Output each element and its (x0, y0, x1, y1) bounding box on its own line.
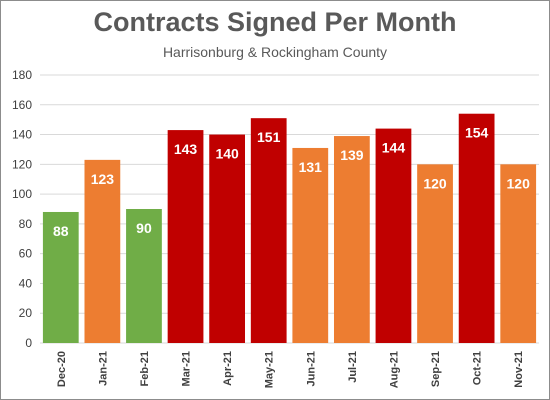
x-tick-label: Oct-21 (472, 351, 484, 385)
x-tick-label: Dec-20 (56, 351, 68, 387)
data-label: 88 (53, 223, 69, 239)
chart-title: Contracts Signed Per Month (93, 7, 457, 37)
bar (375, 128, 412, 343)
x-tick-label: Jun-21 (305, 351, 317, 386)
x-tick-label: Mar-21 (181, 351, 193, 386)
bar (42, 211, 79, 343)
x-tick-label: May-21 (264, 351, 276, 388)
data-label: 131 (299, 159, 323, 175)
data-label: 120 (423, 175, 447, 191)
y-tick-label: 0 (25, 336, 32, 350)
bar (417, 164, 453, 343)
data-label: 120 (507, 175, 531, 191)
bar (209, 134, 246, 343)
y-tick-label: 180 (12, 68, 32, 82)
data-label: 144 (382, 140, 406, 156)
bar (292, 147, 329, 343)
y-tick-label: 120 (12, 157, 32, 171)
y-tick-label: 100 (12, 187, 32, 201)
y-tick-label: 40 (19, 276, 33, 290)
data-label: 123 (91, 171, 115, 187)
bar (333, 136, 370, 343)
bar (500, 164, 537, 343)
x-tick-label: Nov-21 (513, 351, 525, 388)
bar (84, 159, 121, 343)
x-tick-label: Feb-21 (139, 351, 151, 386)
y-tick-label: 140 (12, 128, 32, 142)
data-label: 140 (215, 146, 239, 162)
data-label: 143 (174, 141, 198, 157)
y-tick-label: 80 (19, 217, 33, 231)
bar (458, 113, 495, 343)
data-label: 90 (136, 220, 152, 236)
y-tick-label: 160 (12, 98, 32, 112)
x-tick-label: Apr-21 (222, 351, 234, 386)
y-tick-label: 60 (19, 247, 33, 261)
bar (167, 130, 204, 343)
bar (126, 209, 162, 343)
x-tick-label: Sep-21 (430, 351, 442, 387)
y-tick-label: 20 (19, 306, 33, 320)
data-label: 154 (465, 125, 489, 141)
data-label: 139 (340, 147, 364, 163)
x-tick-label: Aug-21 (388, 351, 400, 388)
bar (250, 118, 287, 343)
data-label: 151 (257, 129, 281, 145)
chart-subtitle: Harrisonburg & Rockingham County (162, 44, 388, 60)
x-tick-label: Jan-21 (97, 351, 109, 386)
x-tick-label: Jul-21 (347, 351, 359, 383)
